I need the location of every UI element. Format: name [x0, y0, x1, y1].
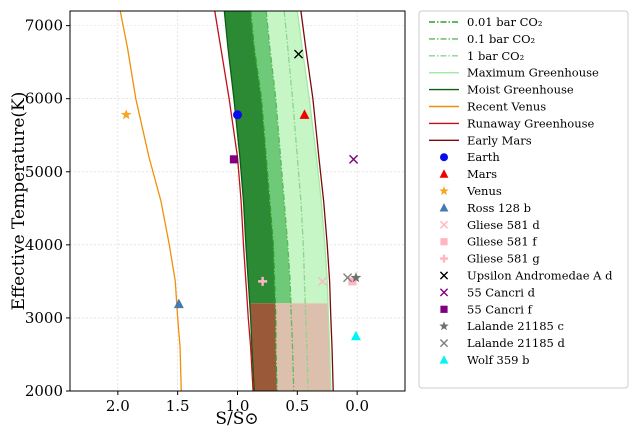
legend-entry-ross-128-b: Ross 128 b: [439, 201, 531, 215]
planet-marker-gliese-581-g: [258, 276, 268, 286]
planet-marker-mars: [299, 109, 310, 119]
legend-label: Gliese 581 g: [467, 252, 540, 266]
legend-entry-earth: Earth: [440, 150, 500, 164]
legend-swatch: [440, 254, 448, 263]
legend-entry-mars: Mars: [439, 167, 497, 181]
legend-entry-upsilon-andromedae-a-d: Upsilon Andromedae A d: [439, 269, 613, 283]
legend-entry-runaway-greenhouse: Runaway Greenhouse: [429, 116, 595, 130]
legend-swatch: [439, 355, 449, 364]
legend-label: Mars: [467, 167, 497, 181]
legend-label: 0.1 bar CO₂: [467, 32, 535, 46]
legend-label: Gliese 581 f: [467, 235, 537, 249]
legend-entry-recent-venus: Recent Venus: [429, 100, 546, 114]
legend-label: Lalande 21185 d: [467, 336, 565, 350]
legend-entry-maximum-greenhouse: Maximum Greenhouse: [429, 66, 599, 80]
legend-entry-55-cancri-d: 55 Cancri d: [439, 285, 536, 299]
planet-marker-wolf-359-b: [350, 330, 361, 341]
planet-marker-earth: [233, 110, 242, 120]
legend-label: Runaway Greenhouse: [467, 116, 595, 130]
x-tick-label: 1.5: [166, 397, 190, 415]
region-co2-hz-band: [250, 11, 291, 304]
legend-label: Ross 128 b: [467, 201, 531, 215]
legend-entry-lalande-21185-c: Lalande 21185 c: [439, 319, 564, 333]
legend-entry-gliese-581-g: Gliese 581 g: [440, 252, 540, 266]
legend-label: Lalande 21185 c: [467, 319, 564, 333]
legend-label: Earth: [467, 150, 500, 164]
legend-label: 1 bar CO₂: [467, 49, 524, 63]
planet-markers: [120, 49, 362, 341]
legend-swatch: [440, 153, 448, 162]
legend-entry-1-bar-co-: 1 bar CO₂: [429, 49, 524, 63]
legend-label: 55 Cancri f: [467, 302, 533, 316]
planet-marker-gliese-581-d: [317, 276, 327, 286]
y-tick-label: 4000: [25, 236, 63, 254]
series-line-1-bar-co-: [283, 11, 309, 391]
planet-marker-ross-128-b: [173, 298, 184, 309]
x-tick-label: 1.0: [226, 397, 250, 415]
planet-marker-upsilon-andromedae-a-d: [293, 49, 304, 59]
planet-marker-gliese-581-f: [348, 277, 357, 286]
x-tick-label: 0.5: [285, 397, 309, 415]
legend-swatch: [439, 288, 449, 297]
legend-entry-venus: Venus: [439, 184, 502, 198]
series-line-early-mars: [300, 11, 334, 391]
series-line-recent-venus: [119, 11, 182, 391]
x-axis-label: S/S⊙: [215, 409, 258, 429]
region-cool-star-outer: [275, 303, 331, 391]
legend-swatch: [440, 238, 448, 246]
y-tick-label: 5000: [25, 163, 63, 181]
x-tick-label: 0.0: [345, 397, 369, 415]
legend-swatch: [439, 169, 449, 178]
legend-entry-55-cancri-f: 55 Cancri f: [440, 302, 533, 316]
legend-entry-0-01-bar-co-: 0.01 bar CO₂: [429, 15, 542, 29]
legend-swatch: [439, 339, 449, 348]
legend-label: Maximum Greenhouse: [467, 66, 599, 80]
legend-entry-lalande-21185-d: Lalande 21185 d: [439, 336, 565, 350]
legend-label: Upsilon Andromedae A d: [467, 269, 613, 283]
y-tick-label: 2000: [25, 382, 63, 400]
legend-label: Gliese 581 d: [467, 218, 540, 232]
planet-marker-lalande-21185-d: [343, 273, 353, 283]
legend-label: Recent Venus: [467, 100, 546, 114]
planet-marker-55-cancri-f: [229, 155, 238, 164]
legend-swatch: [440, 305, 448, 313]
legend-swatch: [439, 321, 449, 331]
legend-entry-moist-greenhouse: Moist Greenhouse: [429, 83, 574, 97]
legend: 0.01 bar CO₂ 0.1 bar CO₂ 1 bar CO₂ Maximum …: [429, 15, 613, 367]
planet-marker-lalande-21185-c: [350, 272, 362, 283]
x-tick-label: 2.0: [106, 397, 130, 415]
y-axis-label: Effective Temperature(K): [9, 92, 29, 311]
legend-label: Moist Greenhouse: [467, 83, 574, 97]
legend-label: Venus: [466, 184, 502, 198]
region-conservative-hz: [224, 11, 276, 304]
planet-marker-55-cancri-d: [349, 154, 359, 164]
legend-label: Early Mars: [467, 133, 532, 147]
planet-marker-venus: [120, 109, 132, 120]
series-line-0-01-bar-co-: [250, 11, 278, 391]
legend-entry-gliese-581-f: Gliese 581 f: [440, 235, 537, 249]
legend-entry-gliese-581-d: Gliese 581 d: [439, 218, 540, 232]
boundary-lines: [119, 11, 334, 391]
legend-entry-wolf-359-b: Wolf 359 b: [439, 353, 530, 367]
legend-swatch: [439, 203, 449, 212]
legend-box: [418, 10, 629, 389]
y-tick-label: 6000: [25, 90, 63, 108]
y-tick-label: 3000: [25, 309, 63, 327]
legend-swatch: [439, 220, 449, 229]
series-line-0-1-bar-co-: [265, 11, 295, 391]
legend-label: 0.01 bar CO₂: [467, 15, 542, 29]
series-line-moist-greenhouse: [223, 11, 255, 391]
series-line-runaway-greenhouse: [214, 11, 254, 391]
legend-label: Wolf 359 b: [467, 353, 530, 367]
legend-entry-0-1-bar-co-: 0.1 bar CO₂: [429, 32, 535, 46]
legend-label: 55 Cancri d: [467, 285, 536, 299]
region-cool-star-inner: [249, 303, 277, 391]
legend-entry-early-mars: Early Mars: [429, 133, 532, 147]
axis-ticks: 2.0 1.5 1.0 0.5 0.0 2000 3000 4000 5000 6000 7000: [25, 17, 369, 415]
series-line-maximum-greenhouse: [296, 11, 332, 391]
legend-swatch: [439, 186, 449, 196]
legend-swatch: [439, 271, 449, 280]
y-tick-label: 7000: [25, 17, 63, 35]
